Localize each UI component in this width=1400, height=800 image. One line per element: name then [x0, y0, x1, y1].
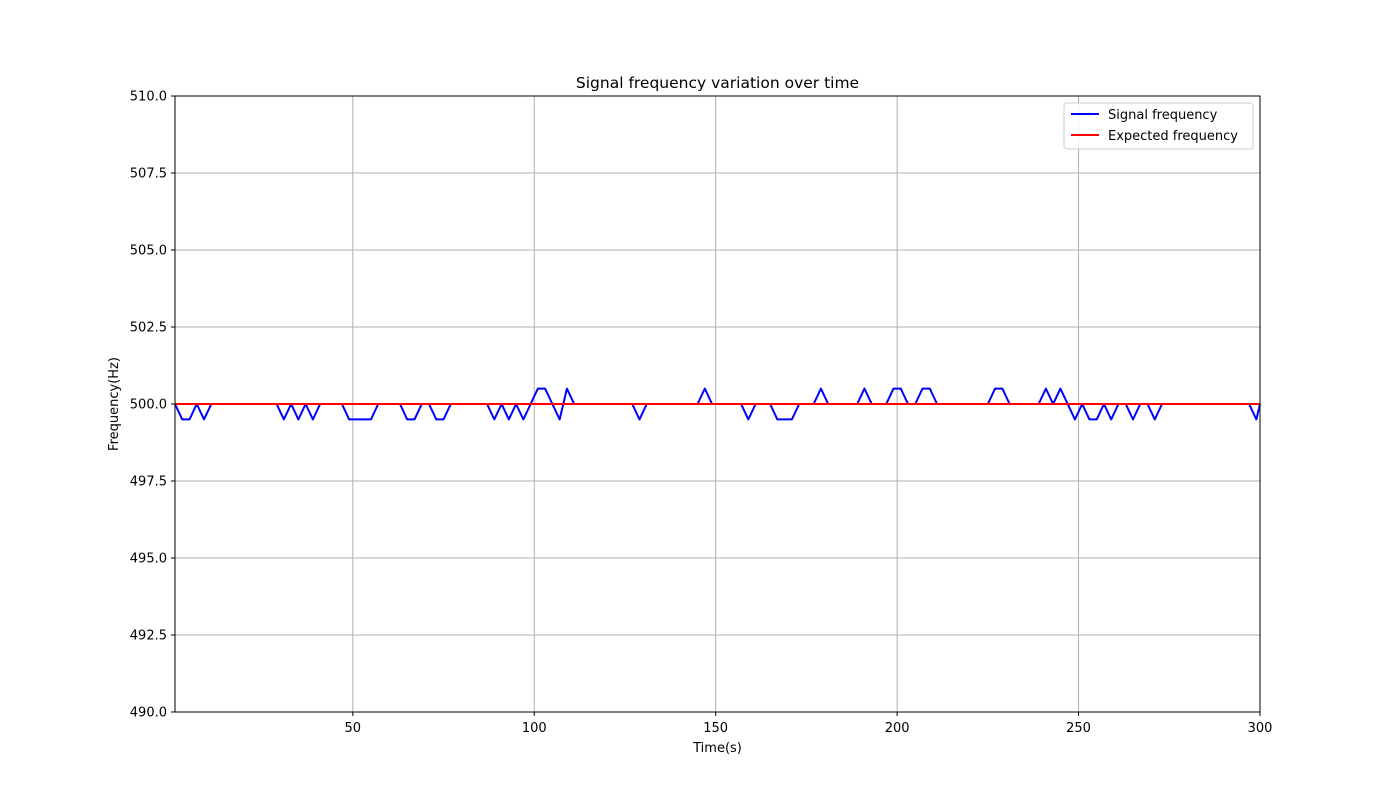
- y-tick-label: 507.5: [130, 167, 167, 182]
- x-axis-label: Time(s): [692, 741, 742, 756]
- legend-label-signal: Signal frequency: [1108, 108, 1218, 123]
- y-tick-label: 510.0: [130, 90, 167, 105]
- y-tick-label: 505.0: [130, 244, 167, 259]
- legend-box: [1063, 102, 1254, 150]
- x-tick-label: 50: [345, 721, 362, 736]
- y-tick-label: 502.5: [130, 321, 167, 336]
- x-tick-label: 250: [1066, 721, 1091, 736]
- y-tick-label: 490.0: [130, 706, 167, 721]
- x-tick-label: 200: [885, 721, 910, 736]
- y-axis-ticks: 490.0 492.5 495.0 497.5 500.0 502.5 505.0 507.5…: [130, 90, 175, 721]
- y-tick-label: 492.5: [130, 629, 167, 644]
- y-tick-label: 495.0: [130, 552, 167, 567]
- series-lines: [174, 387, 1261, 421]
- legend: Signal frequency Expected frequency: [1063, 102, 1254, 150]
- legend-label-expected: Expected frequency: [1108, 129, 1238, 144]
- chart-title: Signal frequency variation over time: [576, 74, 859, 92]
- x-tick-label: 300: [1248, 721, 1273, 736]
- x-tick-label: 100: [522, 721, 547, 736]
- y-tick-label: 500.0: [130, 398, 167, 413]
- y-axis-label: Frequency(Hz): [107, 357, 122, 451]
- x-axis-ticks: 50 100 150 200 250 300: [345, 712, 1273, 736]
- y-tick-label: 497.5: [130, 475, 167, 490]
- x-tick-label: 150: [703, 721, 728, 736]
